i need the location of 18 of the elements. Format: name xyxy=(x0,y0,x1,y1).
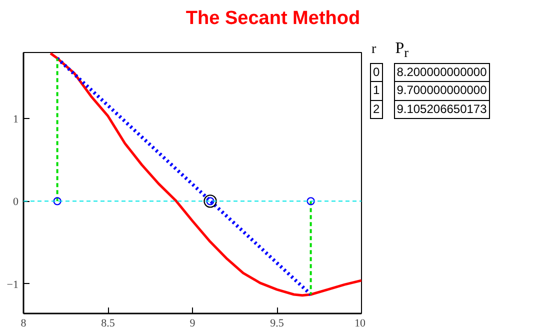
x-tick-label: 9 xyxy=(190,318,196,328)
y-tick-label: 1 xyxy=(13,114,18,126)
y-tick-label: −1 xyxy=(6,278,19,291)
line-series xyxy=(49,52,362,297)
text: 9.105206650173 xyxy=(394,100,490,118)
text: 9.700000000000 xyxy=(394,82,490,100)
text: 2 xyxy=(370,100,382,118)
chart-title: The Secant Method xyxy=(184,7,362,31)
x-tick-label: 10 xyxy=(354,318,366,328)
x-tick-label: 9.5 xyxy=(270,318,284,328)
y-tick-label: 0 xyxy=(13,196,19,208)
text: P$_{r}$ xyxy=(394,39,410,62)
text: 1 xyxy=(370,82,382,100)
text: 0 xyxy=(370,64,382,82)
text: 8.200000000000 xyxy=(394,64,490,82)
text: r xyxy=(370,41,378,60)
x-tick-label: 8 xyxy=(20,318,27,328)
x-tick-label: 8.5 xyxy=(101,318,116,328)
